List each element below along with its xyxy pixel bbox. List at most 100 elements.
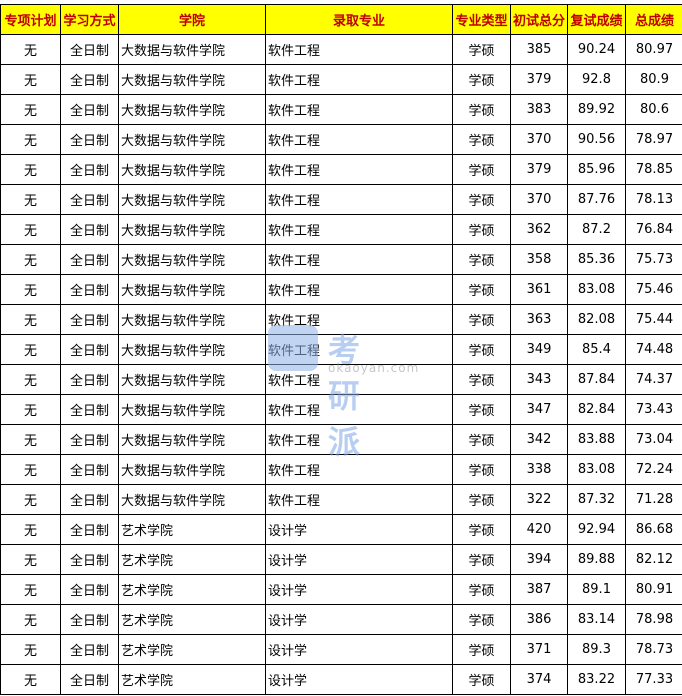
table-cell[interactable]: 无	[0, 604, 61, 635]
table-cell[interactable]: 全日制	[60, 124, 119, 155]
table-cell[interactable]: 全日制	[60, 454, 119, 485]
table-cell[interactable]: 74.48	[625, 334, 682, 365]
table-cell[interactable]: 大数据与软件学院	[118, 184, 266, 215]
table-cell[interactable]: 全日制	[60, 334, 119, 365]
table-cell[interactable]: 全日制	[60, 184, 119, 215]
table-cell[interactable]: 343	[510, 364, 568, 395]
table-cell[interactable]: 全日制	[60, 514, 119, 545]
table-cell[interactable]: 设计学	[265, 634, 453, 665]
table-cell[interactable]: 83.08	[567, 454, 626, 485]
table-cell[interactable]: 无	[0, 514, 61, 545]
table-cell[interactable]: 软件工程	[265, 454, 453, 485]
table-cell[interactable]: 软件工程	[265, 424, 453, 455]
table-cell[interactable]: 学硕	[452, 604, 511, 635]
table-cell[interactable]: 无	[0, 394, 61, 425]
table-cell[interactable]: 艺术学院	[118, 634, 266, 665]
table-cell[interactable]: 78.73	[625, 634, 682, 665]
table-cell[interactable]: 艺术学院	[118, 574, 266, 605]
table-cell[interactable]: 86.68	[625, 514, 682, 545]
table-cell[interactable]: 无	[0, 544, 61, 575]
table-cell[interactable]: 无	[0, 454, 61, 485]
table-cell[interactable]: 学硕	[452, 334, 511, 365]
table-cell[interactable]: 艺术学院	[118, 664, 266, 695]
table-cell[interactable]: 设计学	[265, 574, 453, 605]
column-header[interactable]: 录取专业	[265, 4, 453, 35]
table-cell[interactable]: 大数据与软件学院	[118, 214, 266, 245]
table-cell[interactable]: 全日制	[60, 664, 119, 695]
table-cell[interactable]: 83.88	[567, 424, 626, 455]
table-cell[interactable]: 大数据与软件学院	[118, 124, 266, 155]
table-cell[interactable]: 软件工程	[265, 304, 453, 335]
table-cell[interactable]: 学硕	[452, 124, 511, 155]
table-cell[interactable]: 83.08	[567, 274, 626, 305]
table-cell[interactable]: 89.1	[567, 574, 626, 605]
table-cell[interactable]: 无	[0, 634, 61, 665]
table-cell[interactable]: 全日制	[60, 544, 119, 575]
table-cell[interactable]: 74.37	[625, 364, 682, 395]
table-cell[interactable]: 362	[510, 214, 568, 245]
table-cell[interactable]: 学硕	[452, 544, 511, 575]
table-cell[interactable]: 无	[0, 64, 61, 95]
table-cell[interactable]: 全日制	[60, 364, 119, 395]
table-cell[interactable]: 大数据与软件学院	[118, 34, 266, 65]
table-cell[interactable]: 80.91	[625, 574, 682, 605]
table-cell[interactable]: 80.9	[625, 64, 682, 95]
table-cell[interactable]: 大数据与软件学院	[118, 334, 266, 365]
table-cell[interactable]: 软件工程	[265, 484, 453, 515]
table-cell[interactable]: 学硕	[452, 94, 511, 125]
table-cell[interactable]: 89.88	[567, 544, 626, 575]
table-cell[interactable]: 软件工程	[265, 244, 453, 275]
table-cell[interactable]: 学硕	[452, 394, 511, 425]
table-cell[interactable]: 大数据与软件学院	[118, 394, 266, 425]
column-header[interactable]: 总成绩	[625, 4, 682, 35]
table-cell[interactable]: 82.12	[625, 544, 682, 575]
table-cell[interactable]: 全日制	[60, 424, 119, 455]
table-cell[interactable]: 75.44	[625, 304, 682, 335]
table-cell[interactable]: 大数据与软件学院	[118, 274, 266, 305]
table-cell[interactable]: 学硕	[452, 34, 511, 65]
table-cell[interactable]: 软件工程	[265, 64, 453, 95]
column-header[interactable]: 学习方式	[60, 4, 119, 35]
table-cell[interactable]: 87.2	[567, 214, 626, 245]
table-cell[interactable]: 设计学	[265, 664, 453, 695]
table-cell[interactable]: 71.28	[625, 484, 682, 515]
table-cell[interactable]: 软件工程	[265, 214, 453, 245]
table-cell[interactable]: 82.08	[567, 304, 626, 335]
table-cell[interactable]: 大数据与软件学院	[118, 244, 266, 275]
table-cell[interactable]: 80.97	[625, 34, 682, 65]
table-cell[interactable]: 80.6	[625, 94, 682, 125]
table-cell[interactable]: 全日制	[60, 244, 119, 275]
table-cell[interactable]: 全日制	[60, 604, 119, 635]
column-header[interactable]: 专项计划	[0, 4, 61, 35]
table-cell[interactable]: 学硕	[452, 454, 511, 485]
table-cell[interactable]: 大数据与软件学院	[118, 424, 266, 455]
table-cell[interactable]: 383	[510, 94, 568, 125]
table-cell[interactable]: 361	[510, 274, 568, 305]
table-cell[interactable]: 349	[510, 334, 568, 365]
table-cell[interactable]: 92.8	[567, 64, 626, 95]
table-cell[interactable]: 342	[510, 424, 568, 455]
table-cell[interactable]: 设计学	[265, 514, 453, 545]
table-cell[interactable]: 83.22	[567, 664, 626, 695]
table-cell[interactable]: 软件工程	[265, 94, 453, 125]
table-cell[interactable]: 软件工程	[265, 274, 453, 305]
table-cell[interactable]: 艺术学院	[118, 544, 266, 575]
table-cell[interactable]: 大数据与软件学院	[118, 304, 266, 335]
table-cell[interactable]: 374	[510, 664, 568, 695]
table-cell[interactable]: 无	[0, 244, 61, 275]
table-cell[interactable]: 大数据与软件学院	[118, 94, 266, 125]
table-cell[interactable]: 大数据与软件学院	[118, 364, 266, 395]
table-cell[interactable]: 85.96	[567, 154, 626, 185]
table-cell[interactable]: 72.24	[625, 454, 682, 485]
table-cell[interactable]: 92.94	[567, 514, 626, 545]
column-header[interactable]: 专业类型	[452, 4, 511, 35]
table-cell[interactable]: 338	[510, 454, 568, 485]
table-cell[interactable]: 379	[510, 154, 568, 185]
table-cell[interactable]: 全日制	[60, 634, 119, 665]
table-cell[interactable]: 394	[510, 544, 568, 575]
table-cell[interactable]: 学硕	[452, 364, 511, 395]
table-cell[interactable]: 无	[0, 304, 61, 335]
table-cell[interactable]: 艺术学院	[118, 604, 266, 635]
table-cell[interactable]: 软件工程	[265, 184, 453, 215]
table-cell[interactable]: 无	[0, 334, 61, 365]
